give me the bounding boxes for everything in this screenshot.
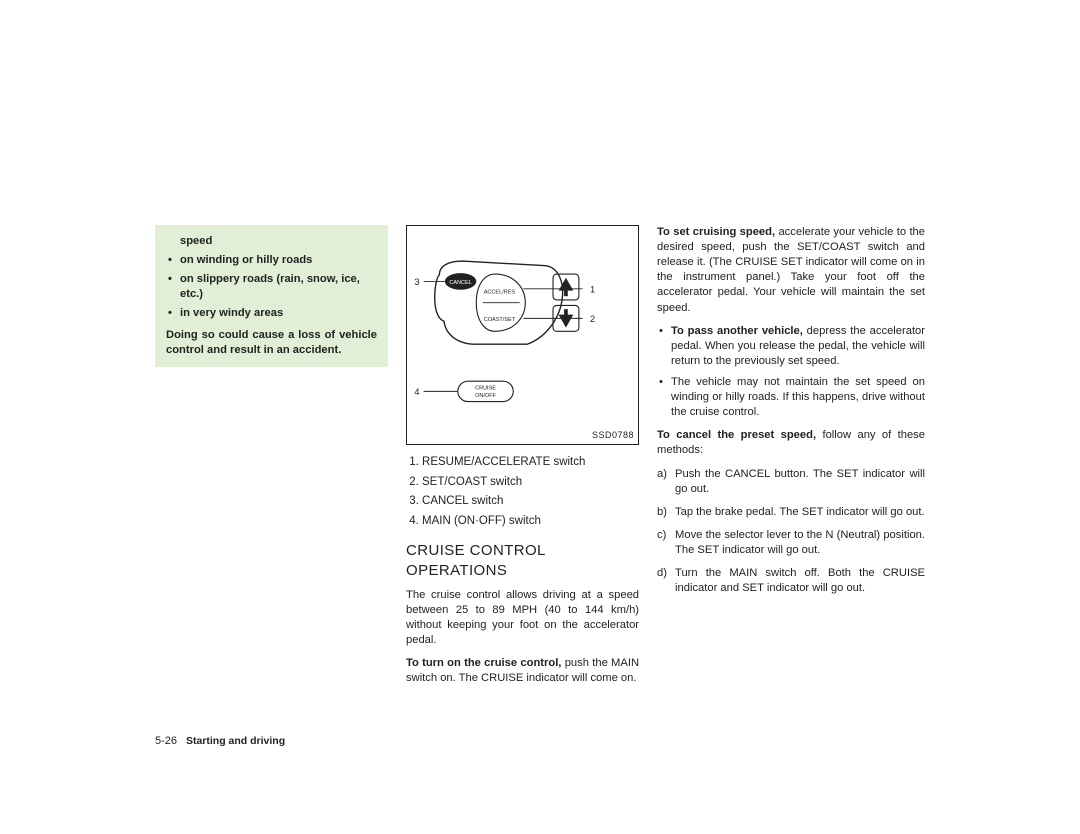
warning-box: speed on winding or hilly roads on slipp…	[155, 225, 388, 367]
warning-bullet: on winding or hilly roads	[166, 253, 377, 268]
cruise-diagram-svg: ACCEL/RES COAST/SET CANCEL CRUISE ON/OFF…	[407, 226, 638, 444]
cancel-paragraph: To cancel the preset speed, follow any o…	[657, 428, 925, 458]
diagram-code: SSD0788	[592, 429, 634, 441]
warning-footer: Doing so could cause a loss of vehicle c…	[166, 328, 377, 358]
warning-bullets: on winding or hilly roads on slippery ro…	[166, 253, 377, 321]
warning-bullet: in very windy areas	[166, 306, 377, 321]
label-cruise: CRUISE	[475, 386, 496, 392]
cancel-method: a)Push the CANCEL button. The SET indica…	[657, 467, 925, 497]
arrow-down-icon	[559, 315, 574, 328]
cancel-method: c)Move the selector lever to the N (Neut…	[657, 528, 925, 558]
cancel-method-text: Tap the brake pedal. The SET indicator w…	[675, 506, 925, 518]
label-onoff: ON/OFF	[475, 393, 497, 399]
page-number: 5-26	[155, 735, 177, 747]
column-2: ACCEL/RES COAST/SET CANCEL CRUISE ON/OFF…	[406, 225, 639, 694]
switch-list: RESUME/ACCELERATE switch SET/COAST switc…	[406, 455, 639, 529]
switch-item: CANCEL switch	[422, 494, 639, 510]
cruise-intro: The cruise control allows driving at a s…	[406, 588, 639, 648]
cancel-method: d)Turn the MAIN switch off. Both the CRU…	[657, 566, 925, 596]
switch-item: MAIN (ON·OFF) switch	[422, 514, 639, 530]
column-1: speed on winding or hilly roads on slipp…	[155, 225, 388, 694]
callout-3: 3	[414, 277, 419, 287]
section-title: CRUISE CONTROL OPERATIONS	[406, 541, 639, 582]
switch-item: RESUME/ACCELERATE switch	[422, 455, 639, 471]
label-coast: COAST/SET	[484, 317, 516, 323]
turn-on-paragraph: To turn on the cruise control, push the …	[406, 656, 639, 686]
set-speed-rest: accelerate your vehicle to the desired s…	[657, 226, 925, 314]
callout-1: 1	[590, 284, 595, 294]
set-speed-paragraph: To set cruising speed, accelerate your v…	[657, 225, 925, 316]
columns: speed on winding or hilly roads on slipp…	[155, 225, 925, 694]
turn-on-bold: To turn on the cruise control,	[406, 657, 561, 669]
cancel-method-text: Turn the MAIN switch off. Both the CRUIS…	[675, 567, 925, 594]
callout-4: 4	[414, 387, 419, 397]
section-name: Starting and driving	[186, 735, 285, 747]
manual-page: speed on winding or hilly roads on slipp…	[155, 225, 925, 765]
cancel-method: b)Tap the brake pedal. The SET indicator…	[657, 505, 925, 520]
callout-2: 2	[590, 314, 595, 324]
warning-bullet: on slippery roads (rain, snow, ice, etc.…	[166, 272, 377, 302]
warning-speed-label: speed	[180, 234, 377, 249]
cancel-methods: a)Push the CANCEL button. The SET indica…	[657, 467, 925, 597]
column-3: To set cruising speed, accelerate your v…	[657, 225, 925, 694]
switch-item: SET/COAST switch	[422, 475, 639, 491]
pass-vehicle: To pass another vehicle, depress the acc…	[657, 324, 925, 369]
pass-vehicle-bold: To pass another vehicle,	[671, 325, 803, 337]
hilly-note: The vehicle may not maintain the set spe…	[657, 375, 925, 420]
label-cancel: CANCEL	[449, 280, 471, 286]
page-footer: 5-26 Starting and driving	[155, 735, 285, 747]
cancel-bold: To cancel the preset speed,	[657, 429, 816, 441]
cancel-method-text: Move the selector lever to the N (Neutra…	[675, 529, 925, 556]
label-accel: ACCEL/RES	[484, 289, 516, 295]
set-speed-bold: To set cruising speed,	[657, 226, 775, 238]
cancel-method-text: Push the CANCEL button. The SET indicato…	[675, 468, 925, 495]
cruise-diagram: ACCEL/RES COAST/SET CANCEL CRUISE ON/OFF…	[406, 225, 639, 445]
set-speed-bullets: To pass another vehicle, depress the acc…	[657, 324, 925, 421]
